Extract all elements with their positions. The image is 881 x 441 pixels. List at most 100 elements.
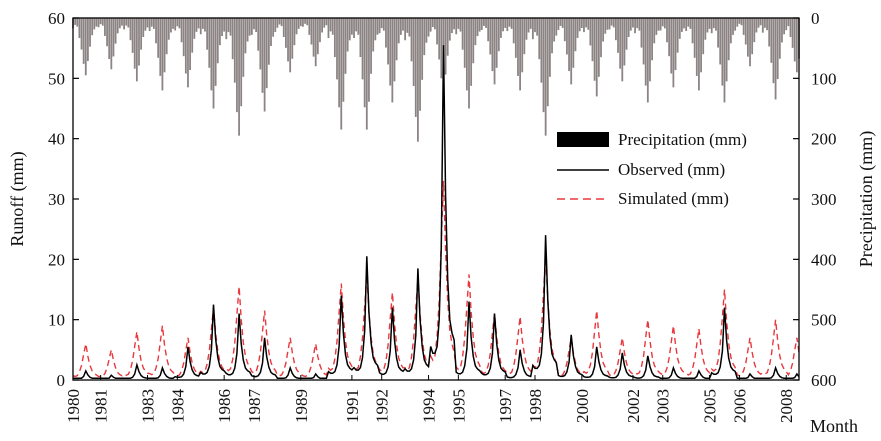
precipitation-bar <box>361 18 364 80</box>
precipitation-bar <box>495 18 498 68</box>
x-axis: 1980 1981 1983 1984 1986 1987 1989 1991 1992 1994… <box>64 375 796 423</box>
precipitation-bar <box>319 18 321 43</box>
precipitation-bar <box>287 18 289 62</box>
precipitation-bar <box>412 18 415 87</box>
precipitation-bar <box>638 18 641 31</box>
precipitation-bar <box>125 18 128 26</box>
precipitation-bar <box>261 18 264 93</box>
precipitation-bar <box>223 18 226 32</box>
precipitation-bar <box>542 18 545 113</box>
precipitation-bar <box>182 18 185 57</box>
x-axis-title: Month <box>810 416 858 436</box>
precipitation-bar <box>97 18 100 28</box>
precipitation-bar <box>355 18 358 32</box>
precipitation-bar <box>595 18 598 97</box>
precipitation-bar <box>572 18 575 68</box>
precipitation-bar <box>89 18 91 47</box>
precipitation-bar <box>152 18 155 29</box>
x-tick-label: 1981 <box>92 389 111 423</box>
precipitation-bar <box>659 18 662 31</box>
precipitation-bar <box>485 18 487 28</box>
precipitation-bar <box>155 18 157 44</box>
precipitation-bar <box>265 18 268 89</box>
precipitation-bar <box>295 18 298 35</box>
precipitation-bar <box>591 18 594 62</box>
precipitation-bar <box>721 18 724 86</box>
precipitation-bar <box>282 18 285 38</box>
precipitation-bar <box>480 18 483 30</box>
precipitation-bar <box>725 18 728 82</box>
right-tick-label: 300 <box>811 190 837 209</box>
precipitation-bar <box>329 18 332 32</box>
precipitation-bar <box>621 18 624 82</box>
precipitation-bar <box>791 18 794 48</box>
precipitation-bar <box>712 18 715 29</box>
precipitation-bar <box>429 18 432 32</box>
precipitation-bar <box>570 18 573 85</box>
precipitation-bar <box>493 18 496 85</box>
left-tick-label: 30 <box>48 190 65 209</box>
precipitation-bar <box>738 18 741 24</box>
precipitation-bar <box>116 18 119 34</box>
precipitation-bar <box>578 18 581 32</box>
precipitation-bar <box>191 18 194 53</box>
precipitation-bar <box>404 18 407 41</box>
precipitation-bar <box>580 18 583 28</box>
precipitation-bar <box>668 18 671 57</box>
precipitation-bar <box>225 18 228 40</box>
precipitation-bar <box>123 18 126 30</box>
right-axis: 0 100 200 300 400 500 600 <box>793 9 837 390</box>
precipitation-bar <box>764 18 766 28</box>
left-tick-label: 10 <box>48 311 65 330</box>
precipitation-bar <box>789 18 792 38</box>
precipitation-bar <box>653 18 656 44</box>
precipitation-bar <box>751 18 754 55</box>
precipitation-bar <box>246 18 249 42</box>
precipitation-bar <box>78 18 81 39</box>
x-tick-label: 1983 <box>139 389 158 423</box>
precipitation-bar <box>619 18 622 69</box>
precipitation-bar <box>576 18 579 38</box>
precipitation-bar <box>344 18 347 74</box>
x-tick-label: 2003 <box>654 389 673 423</box>
precipitation-bar <box>555 18 558 36</box>
precipitation-bar <box>702 18 705 55</box>
precipitation-bar <box>606 18 609 30</box>
precipitation-bar <box>719 18 722 65</box>
precipitation-bar <box>263 18 266 112</box>
precipitation-bar <box>698 18 700 91</box>
precipitation-bar <box>627 18 630 38</box>
precipitation-bar <box>336 18 338 80</box>
precipitation-bar <box>95 18 98 27</box>
precipitation-bar <box>93 18 96 30</box>
precipitation-bar <box>446 18 449 56</box>
x-tick-label: 1992 <box>373 389 392 423</box>
precipitation-bar <box>410 18 413 62</box>
left-tick-label: 60 <box>48 9 65 28</box>
precipitation-bar <box>674 18 677 71</box>
precipitation-bar <box>174 18 177 31</box>
precipitation-bar <box>444 18 447 75</box>
precipitation-bar <box>327 18 330 39</box>
precipitation-bar <box>497 18 500 52</box>
precipitation-bar <box>551 18 553 54</box>
precipitation-bar <box>372 18 375 52</box>
x-tick-label: 1989 <box>292 389 311 423</box>
precipitation-bar <box>425 18 428 43</box>
precipitation-bar <box>534 18 536 33</box>
precipitation-bar <box>395 18 398 61</box>
precipitation-bar <box>242 18 245 77</box>
precipitation-bar <box>150 18 153 27</box>
precipitation-bar <box>227 18 230 33</box>
precipitation-bar <box>670 18 673 74</box>
x-tick-label: 1991 <box>343 389 362 423</box>
precipitation-bar <box>255 18 258 33</box>
precipitation-bar <box>167 18 170 40</box>
precipitation-bar <box>348 18 351 41</box>
precipitation-bar <box>689 18 692 29</box>
right-tick-label: 200 <box>811 130 837 149</box>
precipitation-bar <box>514 18 517 58</box>
precipitation-bar <box>244 18 247 54</box>
precipitation-bar <box>455 18 458 35</box>
precipitation-bar <box>787 18 790 27</box>
